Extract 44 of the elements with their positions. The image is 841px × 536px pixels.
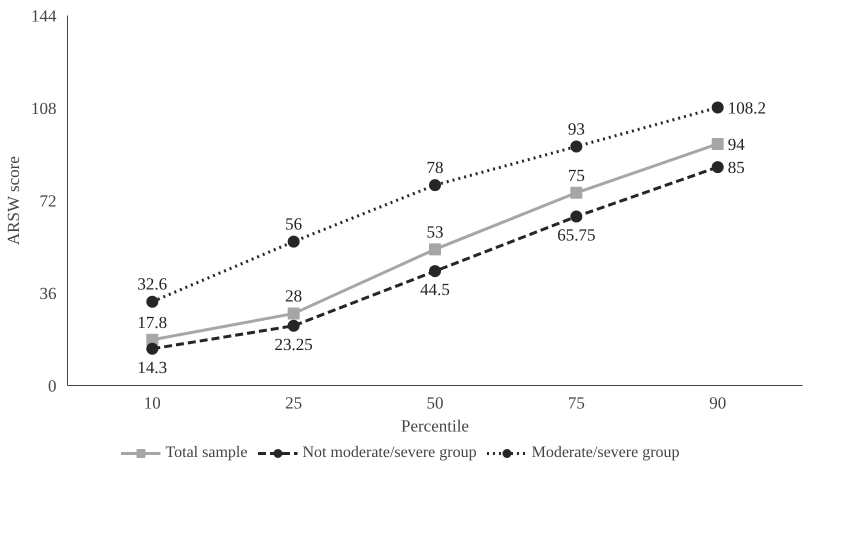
- data-label: 93: [568, 120, 585, 139]
- data-label: 17.8: [137, 312, 168, 332]
- data-label: 56: [285, 214, 302, 234]
- point: [570, 186, 582, 199]
- point: [429, 265, 441, 278]
- data-label: 44.5: [420, 280, 450, 300]
- data-label: 14.3: [137, 358, 168, 377]
- y-tick-label: 36: [40, 284, 56, 303]
- point: [570, 140, 582, 153]
- point: [288, 308, 300, 320]
- y-tick-label: 144: [31, 6, 57, 26]
- point: [146, 342, 158, 355]
- point: [570, 210, 582, 223]
- point: [712, 161, 724, 174]
- x-tick-label: 75: [568, 394, 585, 412]
- data-label: 53: [426, 222, 444, 242]
- y-axis-title: ARSW score: [4, 156, 23, 246]
- data-label: 32.6: [137, 274, 168, 294]
- y-tick-label: 0: [48, 376, 56, 396]
- data-label: 85: [728, 158, 745, 178]
- data-label: 65.75: [557, 226, 596, 245]
- x-tick-label: 25: [285, 394, 302, 412]
- legend-label: Moderate/severe group: [532, 444, 680, 462]
- legend-label: Not moderate/severe group: [302, 444, 477, 462]
- data-label: 75: [568, 166, 585, 185]
- x-tick-label: 50: [426, 394, 444, 412]
- x-axis-title: Percentile: [401, 416, 469, 436]
- point: [712, 101, 724, 114]
- data-label: 94: [728, 134, 746, 154]
- data-label: 23.25: [274, 334, 313, 354]
- point: [146, 296, 158, 308]
- point: [288, 236, 300, 248]
- data-label: 28: [285, 286, 302, 306]
- data-label: 78: [426, 158, 444, 178]
- point: [288, 320, 300, 332]
- y-tick-label: 108: [31, 99, 56, 118]
- x-tick-label: 10: [144, 394, 161, 412]
- data-label: 108.2: [728, 98, 766, 118]
- x-tick-label: 90: [709, 394, 726, 412]
- point: [712, 138, 724, 150]
- y-tick-label: 72: [40, 192, 56, 210]
- point: [429, 243, 441, 256]
- legend-label: Total sample: [165, 444, 248, 462]
- point: [429, 179, 441, 192]
